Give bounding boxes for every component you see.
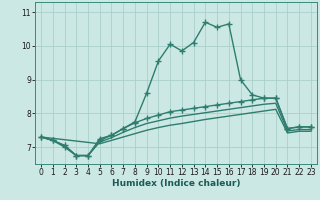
X-axis label: Humidex (Indice chaleur): Humidex (Indice chaleur) [112,179,240,188]
